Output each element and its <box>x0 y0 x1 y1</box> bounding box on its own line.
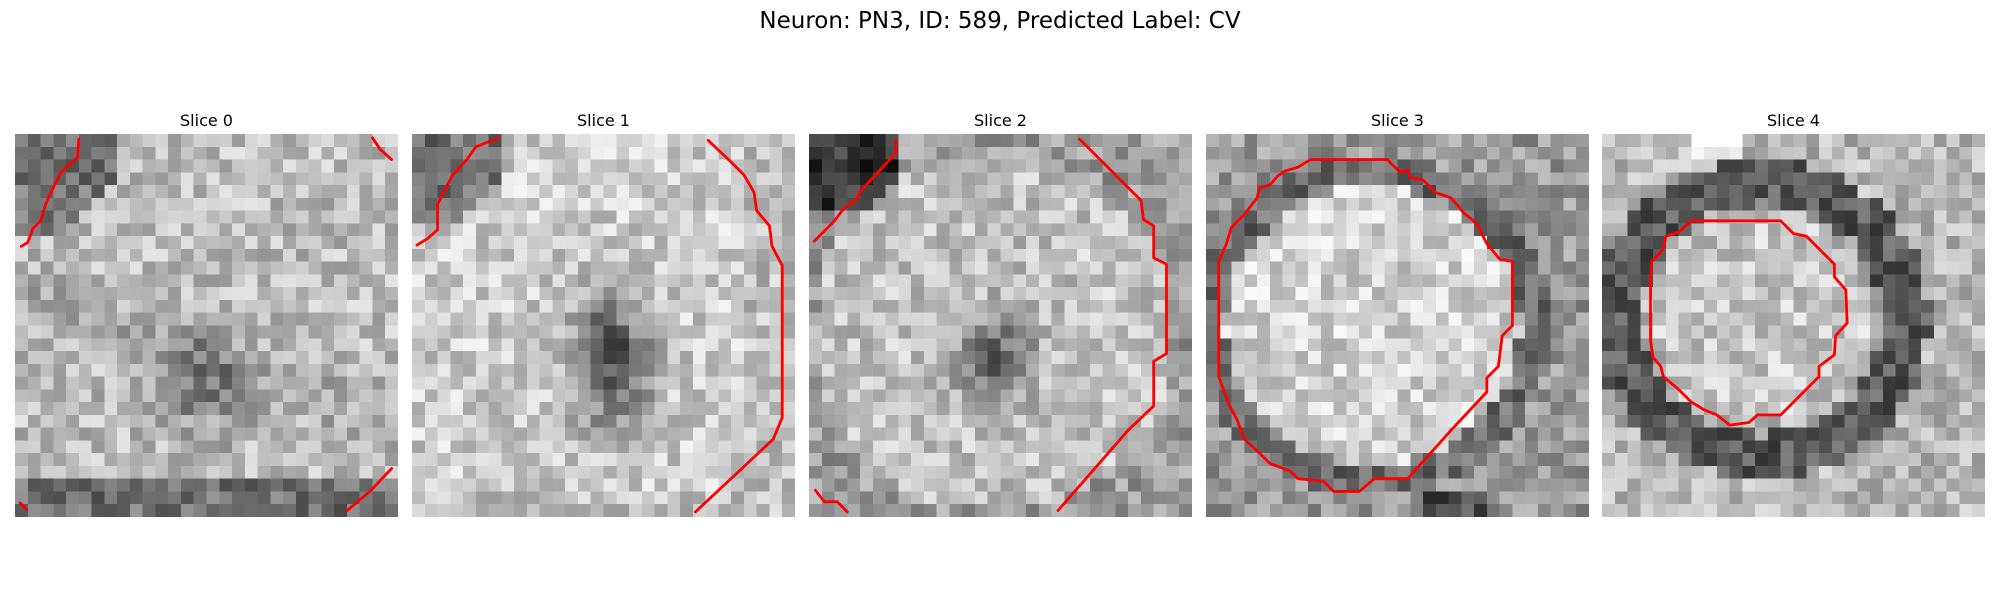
contour-line <box>694 138 784 514</box>
slice-panel-0: Slice 0 <box>15 110 398 517</box>
contour-line <box>1649 219 1849 427</box>
slice-panel-3: Slice 3 <box>1206 110 1589 517</box>
slice-image-1 <box>412 134 795 517</box>
slice-title-1: Slice 1 <box>577 111 630 130</box>
slice-title-3: Slice 3 <box>1371 111 1424 130</box>
slice-panel-4: Slice 4 <box>1602 110 1985 517</box>
slice-panel-1: Slice 1 <box>412 110 795 517</box>
contour-line <box>345 467 394 513</box>
slice-image-3 <box>1206 134 1589 517</box>
slice-image-4 <box>1602 134 1985 517</box>
contour-line <box>812 138 898 243</box>
contour-line <box>1217 158 1514 493</box>
contour-line <box>415 136 501 247</box>
slice-panel-2: Slice 2 <box>809 110 1192 517</box>
contour-line <box>813 488 849 514</box>
contour-line <box>371 136 394 161</box>
slice-image-0 <box>15 134 398 517</box>
slice-title-4: Slice 4 <box>1767 111 1820 130</box>
contour-line <box>18 501 28 511</box>
slice-image-2 <box>809 134 1192 517</box>
contour-line <box>19 137 81 248</box>
contour-line <box>1056 137 1168 513</box>
slice-title-0: Slice 0 <box>180 111 233 130</box>
figure-title: Neuron: PN3, ID: 589, Predicted Label: C… <box>759 8 1241 34</box>
slice-title-2: Slice 2 <box>974 111 1027 130</box>
